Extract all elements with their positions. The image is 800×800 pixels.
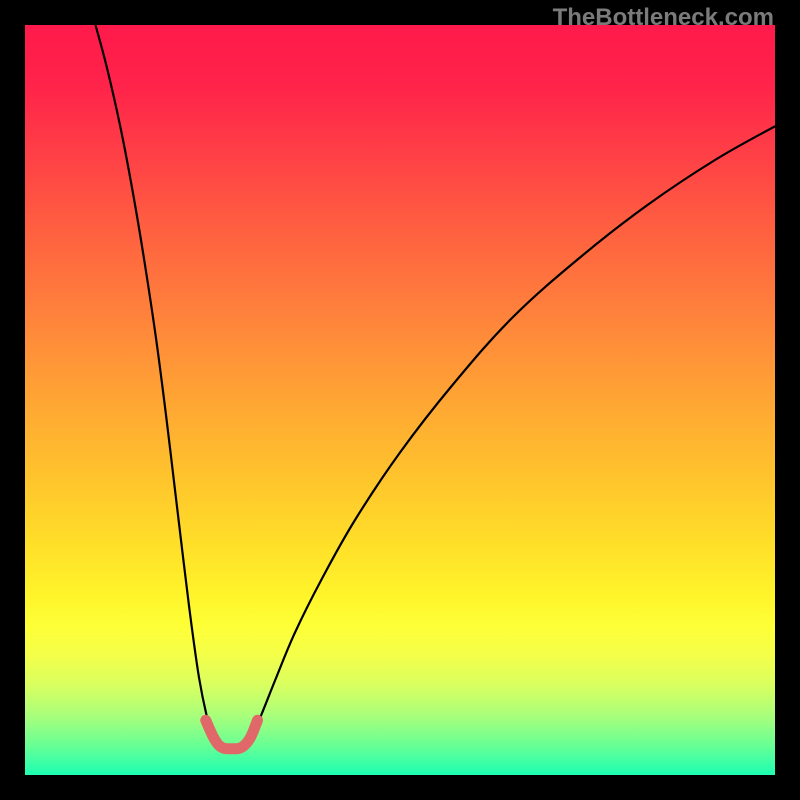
chart-svg <box>0 0 800 800</box>
chart-frame: TheBottleneck.com <box>0 0 800 800</box>
gradient-background <box>25 25 775 775</box>
watermark-text: TheBottleneck.com <box>553 4 774 32</box>
